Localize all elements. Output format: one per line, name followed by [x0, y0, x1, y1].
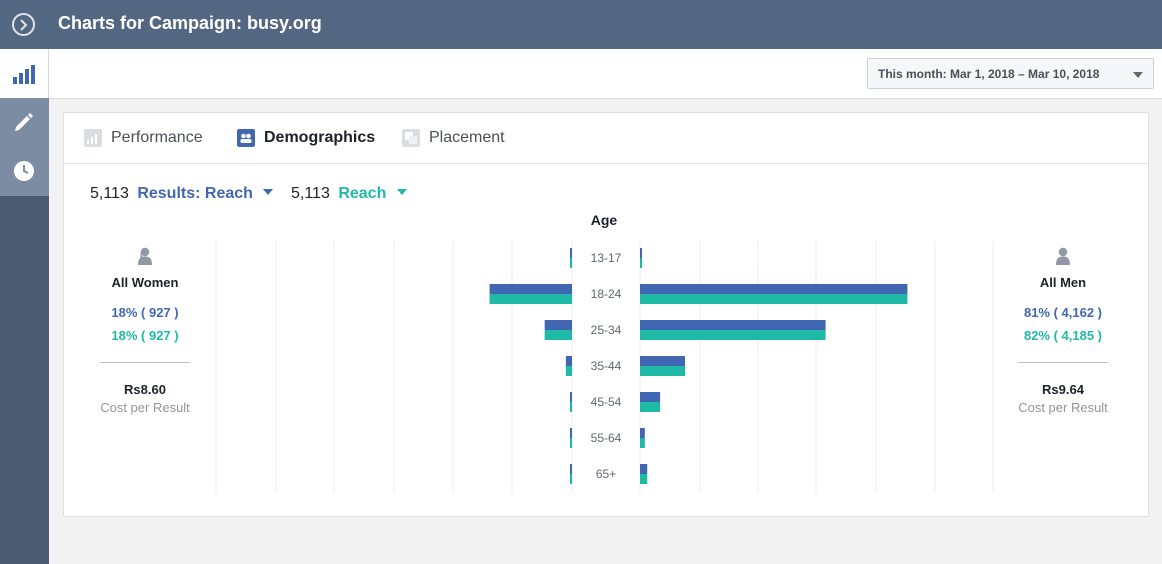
bar-women-25-34[interactable]	[544, 330, 572, 340]
people-icon	[237, 129, 255, 147]
age-gender-chart: Age 13-17 18-24 25-34 35-44 45-54 55-64 65+	[215, 212, 994, 493]
bar-women-55-64[interactable]	[570, 438, 572, 448]
bar-men-65+[interactable]	[640, 464, 648, 474]
chart-card: Performance Demographics Placement 5,113…	[63, 112, 1149, 517]
bar-chart-icon	[84, 129, 102, 147]
age-label-35-44: 35-44	[591, 359, 622, 373]
sidebar-item-edit[interactable]	[0, 98, 49, 147]
bar-men-35-44[interactable]	[640, 356, 685, 366]
secondary-metric-label: Reach	[338, 185, 387, 202]
bar-men-55-64[interactable]	[640, 428, 645, 438]
chart-tabs: Performance Demographics Placement	[64, 113, 1148, 164]
chevron-right-icon	[20, 19, 28, 31]
chart-title: Age	[591, 212, 618, 228]
primary-metric-label: Results: Reach	[137, 185, 253, 202]
bar-women-13-17[interactable]	[570, 258, 572, 268]
tab-placement-label: Placement	[429, 129, 505, 146]
bar-men-45-54[interactable]	[640, 402, 661, 412]
bar-men-18-24[interactable]	[640, 294, 908, 304]
women-pct-results: 18% ( 927 )	[111, 305, 179, 320]
header-bar: Charts for Campaign: busy.org	[0, 0, 1162, 49]
bar-men-25-34[interactable]	[640, 320, 826, 330]
bar-women-18-24[interactable]	[489, 294, 572, 304]
bar-women-65+[interactable]	[570, 474, 572, 484]
male-person-icon	[1056, 247, 1070, 265]
bar-women-45-54[interactable]	[570, 402, 572, 412]
sidebar-item-history[interactable]	[0, 147, 49, 196]
bar-men-65+[interactable]	[640, 474, 648, 484]
age-label-25-34: 25-34	[591, 323, 622, 337]
bar-women-65+[interactable]	[570, 464, 572, 474]
page-title: Charts for Campaign: busy.org	[58, 13, 322, 33]
men-cost: Rs9.64	[1042, 382, 1084, 397]
bar-men-18-24[interactable]	[640, 284, 908, 294]
sidebar-item-charts[interactable]	[0, 49, 49, 98]
female-person-icon	[138, 247, 152, 265]
bar-women-45-54[interactable]	[570, 392, 572, 402]
age-label-55-64: 55-64	[591, 431, 622, 445]
bar-women-25-34[interactable]	[544, 320, 572, 330]
clock-icon	[14, 161, 34, 181]
secondary-metric-selector[interactable]: 5,113 Reach	[291, 185, 407, 203]
toolbar: This month: Mar 1, 2018 – Mar 10, 2018	[49, 49, 1162, 99]
bar-women-35-44[interactable]	[565, 366, 572, 376]
tab-performance-label: Performance	[111, 129, 203, 146]
primary-metric-value: 5,113	[90, 185, 129, 202]
expand-sidebar-button[interactable]	[12, 13, 35, 36]
bar-women-35-44[interactable]	[565, 356, 572, 366]
bar-men-13-17[interactable]	[640, 258, 642, 268]
age-label-45-54: 45-54	[591, 395, 622, 409]
men-pct-results: 81% ( 4,162 )	[1023, 305, 1103, 320]
women-pct-reach: 18% ( 927 )	[111, 328, 179, 343]
bar-women-55-64[interactable]	[570, 428, 572, 438]
men-cost-label: Cost per Result	[1018, 400, 1108, 415]
women-label: All Women	[111, 275, 179, 290]
bar-men-13-17[interactable]	[640, 248, 642, 258]
women-summary: All Women 18% ( 927 ) 18% ( 927 ) Rs8.60…	[75, 247, 215, 415]
placement-icon	[402, 129, 420, 147]
bars	[489, 248, 908, 484]
bar-women-13-17[interactable]	[570, 248, 572, 258]
date-range-label: This month: Mar 1, 2018 – Mar 10, 2018	[878, 67, 1100, 81]
caret-down-icon	[1133, 72, 1143, 78]
men-pct-reach: 82% ( 4,185 )	[1023, 328, 1103, 343]
date-range-dropdown[interactable]: This month: Mar 1, 2018 – Mar 10, 2018	[867, 58, 1154, 89]
tab-demographics-label: Demographics	[264, 129, 376, 146]
age-labels: 13-17 18-24 25-34 35-44 45-54 55-64 65+	[591, 251, 622, 481]
bar-men-35-44[interactable]	[640, 366, 685, 376]
men-label: All Men	[1039, 275, 1087, 290]
age-label-18-24: 18-24	[591, 287, 622, 301]
bar-chart-icon	[13, 65, 35, 84]
bar-men-45-54[interactable]	[640, 392, 661, 402]
secondary-metric-value: 5,113	[291, 185, 330, 202]
pencil-icon	[15, 113, 33, 131]
primary-metric-selector[interactable]: 5,113 Results: Reach	[90, 185, 274, 203]
caret-down-icon	[263, 189, 274, 195]
caret-down-icon	[396, 189, 407, 195]
bar-men-25-34[interactable]	[640, 330, 826, 340]
divider	[1018, 362, 1108, 363]
age-label-13-17: 13-17	[591, 251, 622, 265]
men-summary: All Men 81% ( 4,162 ) 82% ( 4,185 ) Rs9.…	[993, 247, 1133, 415]
women-cost-label: Cost per Result	[100, 400, 190, 415]
women-cost: Rs8.60	[124, 382, 166, 397]
sidebar	[0, 49, 49, 564]
bar-men-55-64[interactable]	[640, 438, 645, 448]
age-label-65+: 65+	[596, 467, 616, 481]
divider	[100, 362, 190, 363]
bar-women-18-24[interactable]	[489, 284, 572, 294]
